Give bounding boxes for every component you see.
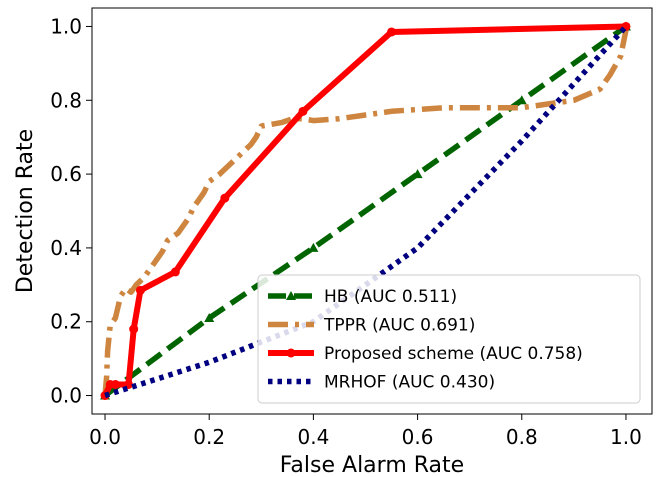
legend-box: [257, 274, 641, 404]
legend-entry-1: TPPR (AUC 0.691): [323, 316, 475, 336]
x-tick-label-3: 0.6: [402, 425, 434, 449]
y-tick-label-0: 0.0: [50, 384, 82, 408]
x-axis-label: False Alarm Rate: [280, 453, 464, 477]
legend-entry-2: Proposed scheme (AUC 0.758): [324, 344, 583, 364]
series-point-2-4: [129, 324, 139, 334]
y-tick-label-5: 1.0: [50, 14, 82, 38]
x-tick-label-1: 0.2: [193, 425, 225, 449]
y-tick-label-4: 0.8: [50, 88, 82, 112]
axes-frame: [91, 7, 653, 415]
series-point-0-1: [204, 313, 215, 323]
x-tick-label-0: 0.0: [89, 425, 121, 449]
series-point-2-9: [387, 27, 397, 37]
legend-entry-0: HB (AUC 0.511): [324, 287, 457, 307]
series-point-2-5: [135, 285, 145, 295]
y-axis-label: Detection Rate: [13, 129, 38, 293]
series-point-0-3: [412, 169, 423, 179]
series-line-0: [103, 24, 628, 398]
legend-marker-2: [286, 348, 296, 358]
series-point-0-2: [308, 242, 319, 252]
series-point-2-2: [110, 379, 120, 389]
legend-marker-0: [286, 291, 296, 300]
y-tick-label-2: 0.4: [50, 236, 82, 260]
x-tick-label-5: 1.0: [610, 425, 642, 449]
x-tick-label-4: 0.8: [506, 425, 538, 449]
series-point-2-6: [170, 267, 180, 277]
y-tick-label-1: 0.2: [50, 310, 82, 334]
x-tick-label-2: 0.4: [297, 425, 329, 449]
legend-entry-3: MRHOF (AUC 0.430): [324, 373, 495, 393]
legend: HB (AUC 0.511) TPPR (AUC 0.691) Proposed s…: [257, 274, 641, 404]
series-point-0-4: [516, 95, 527, 105]
series-point-2-8: [298, 106, 308, 116]
y-tick-label-3: 0.6: [50, 162, 82, 186]
axes-layer: 0.0 0.2 0.4 0.6 0.8 1.0 0.0 0.2 0.4 0.6 0.8 1.0: [50, 7, 653, 449]
series-point-2-7: [220, 193, 230, 203]
